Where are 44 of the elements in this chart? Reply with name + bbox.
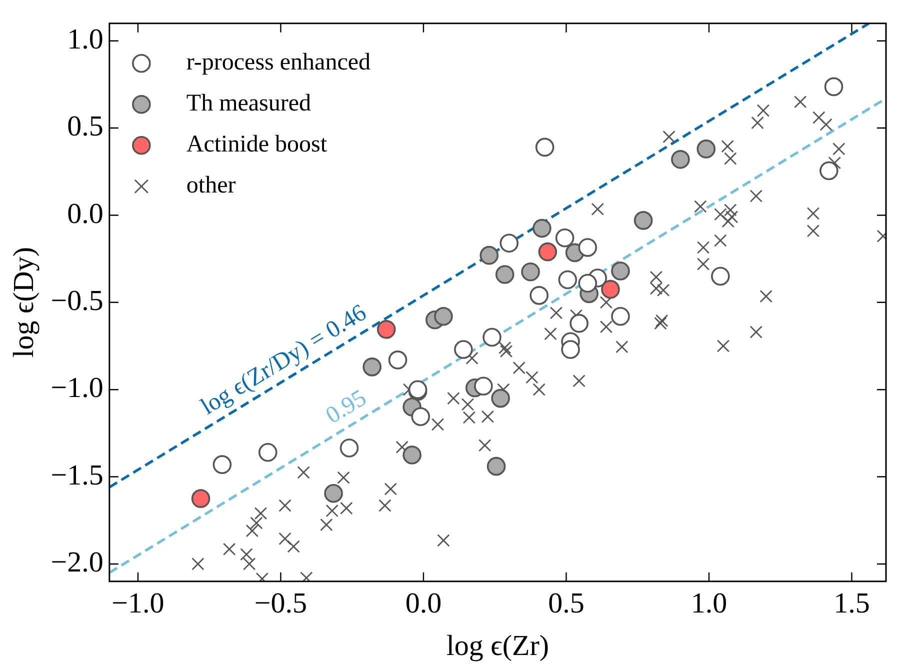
point [474,376,493,396]
annotation: 0.95 [322,385,371,430]
x-tick-label: 0.5 [548,587,584,620]
point [480,246,499,265]
point [402,446,422,464]
legend-label: Th measured [186,90,312,117]
y-tick-label: 0.0 [67,198,104,230]
x-tick-label: 1.5 [834,587,870,620]
point [491,388,510,408]
y-tick-label: −1.0 [50,372,104,404]
y-tick-label: 1.0 [67,23,104,56]
x-tick-label: 1.0 [690,587,728,620]
point [486,456,506,476]
point [696,140,716,158]
point [434,306,453,326]
point [671,150,690,169]
legend-label: other [186,172,236,199]
point [538,242,558,262]
y-axis-title: log ϵ(Dy) [8,246,40,358]
y-tick-label: 0.5 [67,110,104,143]
point [532,218,552,238]
point [482,328,502,347]
point [362,358,382,376]
point [376,320,396,339]
x-tick-label: 0.0 [405,587,442,620]
point [191,489,210,508]
point [601,280,620,299]
point [611,262,630,280]
x-tick-label: −1.0 [112,587,164,620]
y-tick-label: −1.5 [50,459,104,492]
y-tick-label: −0.5 [50,285,104,318]
x-tick-label: −0.5 [254,587,308,620]
point [324,484,343,503]
point [521,262,540,282]
legend-label: Actinide boost [186,132,328,158]
point [500,234,519,253]
y-tick-label: −2.0 [50,546,104,579]
point [561,340,580,359]
point [495,265,514,284]
point [411,407,430,426]
point [578,274,598,293]
x-axis-title: log ϵ(Zr) [446,630,550,662]
legend-label: r-process enhanced [186,50,370,76]
point [634,211,653,230]
